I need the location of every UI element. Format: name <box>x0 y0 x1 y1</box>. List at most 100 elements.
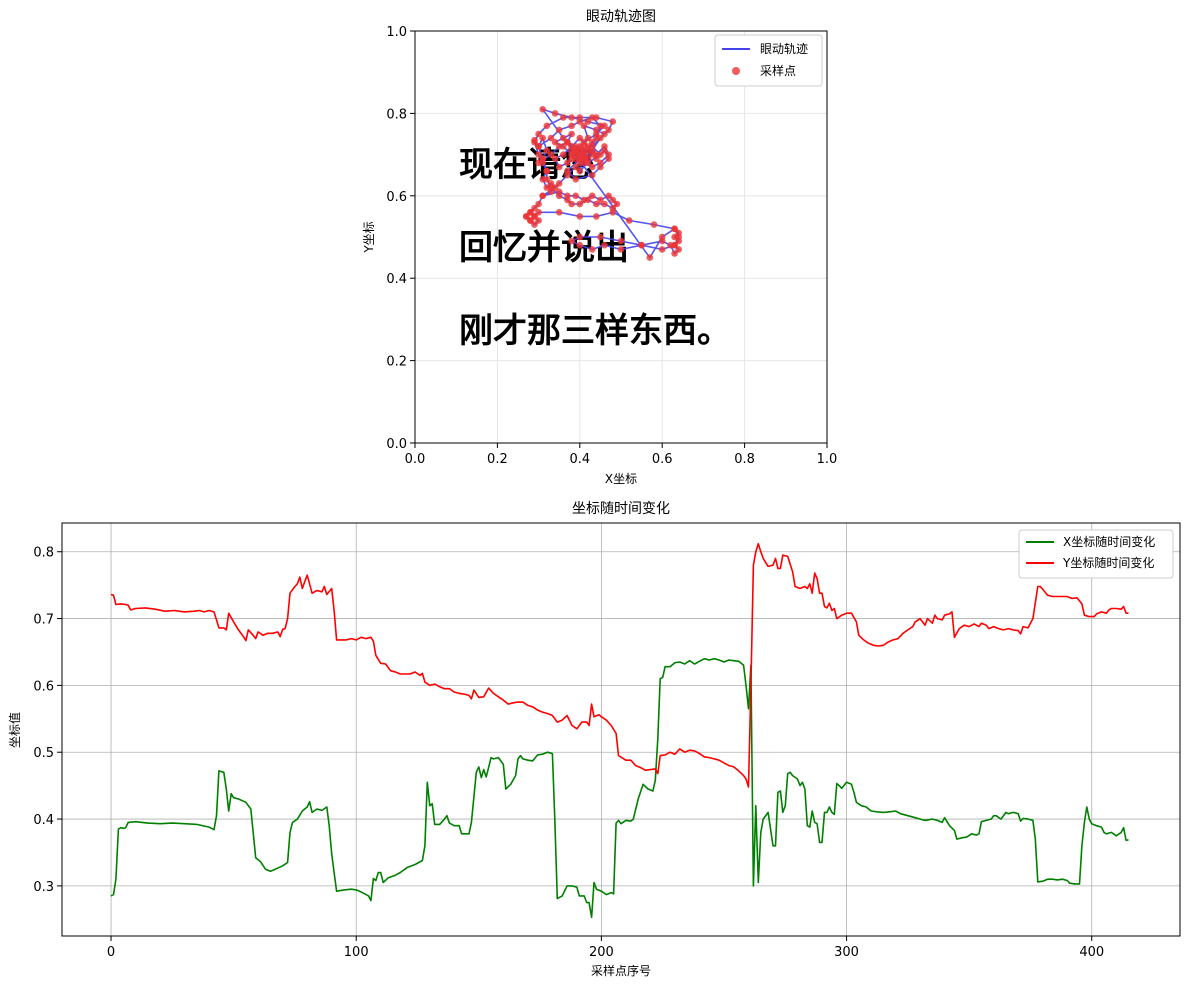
sample-point <box>543 122 551 130</box>
sample-point <box>576 159 584 167</box>
sample-point <box>646 254 654 261</box>
sample-point <box>613 200 621 208</box>
trajectory-y-tick-label: 1.0 <box>386 25 407 40</box>
time-x-tick-label: 100 <box>344 945 369 960</box>
sample-point <box>560 151 567 158</box>
sample-point <box>597 159 604 167</box>
trajectory-legend: 眼动轨迹 采样点 <box>714 34 823 87</box>
sample-point <box>658 246 666 253</box>
trajectory-y-tick-label: 0.6 <box>386 190 407 205</box>
overlay-text-group: 现在请您 回忆并说出 刚才那三样东西。 <box>459 145 731 351</box>
trajectory-data <box>522 106 682 261</box>
sample-point <box>551 110 559 117</box>
x-coordinate-series-line <box>110 657 1129 919</box>
sample-point <box>531 213 538 220</box>
sample-point <box>609 118 617 125</box>
time-series-data <box>110 542 1129 919</box>
sample-point <box>576 241 584 249</box>
sample-point <box>675 233 682 241</box>
sample-point <box>543 167 551 175</box>
trajectory-x-tick-label: 0.2 <box>487 452 508 467</box>
sample-point <box>601 130 608 138</box>
sample-point <box>568 122 575 130</box>
time-y-tick-label: 0.4 <box>33 813 54 828</box>
trajectory-ticks: 0.0 0.2 0.4 0.6 0.8 1.0 0.0 0.2 0.4 0.6 0.8 1.0 <box>386 25 837 467</box>
sample-point <box>597 134 604 142</box>
sample-point <box>650 221 658 228</box>
sample-point <box>568 130 575 138</box>
time-y-tick-label: 0.8 <box>33 546 54 561</box>
trajectory-x-tick-label: 0.0 <box>405 452 426 467</box>
time-series-legend: X坐标随时间变化 Y坐标随时间变化 <box>1018 529 1174 579</box>
sample-point <box>572 163 579 171</box>
sample-point <box>572 143 579 150</box>
sample-point <box>580 155 588 162</box>
sample-point <box>527 217 534 224</box>
sample-point <box>671 225 678 233</box>
time-series-legend-y-label: Y坐标随时间变化 <box>1062 555 1154 570</box>
trajectory-x-axis-label: X坐标 <box>605 472 637 486</box>
time-x-tick-label: 200 <box>589 945 614 960</box>
time-series-chart: 坐标随时间变化 0 100 200 300 4000.30.40.50.60.70.8 … <box>7 501 1181 978</box>
sample-point <box>535 200 542 208</box>
trajectory-legend-point-swatch <box>732 67 740 75</box>
sample-point <box>617 237 625 245</box>
sample-point <box>576 213 584 220</box>
trajectory-y-tick-label: 0.4 <box>386 272 407 287</box>
sample-point <box>601 241 608 249</box>
time-series-x-axis-label: 采样点序号 <box>591 963 651 978</box>
sample-point <box>547 151 555 158</box>
sample-point <box>580 122 588 130</box>
sample-point <box>564 138 571 146</box>
sample-point <box>543 147 551 154</box>
sample-point <box>539 106 546 113</box>
sample-point <box>576 151 584 158</box>
sample-point <box>531 204 538 212</box>
sample-point <box>588 192 596 200</box>
sample-point <box>572 192 579 200</box>
sample-point <box>568 147 575 154</box>
trajectory-chart: 眼动轨迹图 现在请您 回忆并说出 刚才那三样东西。 0.0 0.2 0.4 0.6 0.… <box>362 9 837 486</box>
sample-point <box>617 246 625 253</box>
sample-point <box>576 200 584 208</box>
sample-point <box>535 217 542 224</box>
sample-point <box>568 114 575 121</box>
time-series-legend-box <box>1018 529 1174 579</box>
sample-point <box>584 196 592 204</box>
sample-point <box>560 134 567 142</box>
time-series-plot-frame <box>61 522 1181 937</box>
sample-point <box>576 233 584 241</box>
sample-point <box>580 143 588 150</box>
sample-point <box>555 192 563 200</box>
trajectory-y-axis-label: Y坐标 <box>362 221 376 253</box>
sample-point <box>539 159 546 167</box>
time-x-tick-label: 300 <box>834 945 859 960</box>
sample-point <box>539 192 546 200</box>
sample-point <box>535 209 542 216</box>
trajectory-x-tick-label: 0.4 <box>569 452 590 467</box>
sample-point <box>564 159 571 167</box>
sample-point <box>601 122 608 130</box>
trajectory-legend-line-label: 眼动轨迹 <box>760 42 808 56</box>
sample-point <box>638 241 645 249</box>
sample-point <box>588 138 596 146</box>
sample-point <box>547 188 555 195</box>
sample-point <box>551 155 559 162</box>
sample-point <box>543 176 551 183</box>
sample-point <box>535 143 542 150</box>
sample-point <box>555 209 563 216</box>
sample-point <box>527 209 534 216</box>
sample-point <box>593 213 600 220</box>
time-series-chart-title: 坐标随时间变化 <box>572 501 670 517</box>
time-series-legend-x-label: X坐标随时间变化 <box>1063 534 1155 549</box>
sample-point <box>576 167 584 175</box>
sample-point <box>601 200 608 208</box>
trajectory-legend-point-label: 采样点 <box>760 63 796 78</box>
trajectory-x-tick-label: 0.6 <box>652 452 673 467</box>
sample-point <box>584 134 592 142</box>
time-y-tick-label: 0.3 <box>33 880 54 895</box>
trajectory-y-tick-label: 0.2 <box>386 355 407 370</box>
sample-point <box>539 134 546 142</box>
trajectory-y-tick-label: 0.0 <box>386 437 407 452</box>
